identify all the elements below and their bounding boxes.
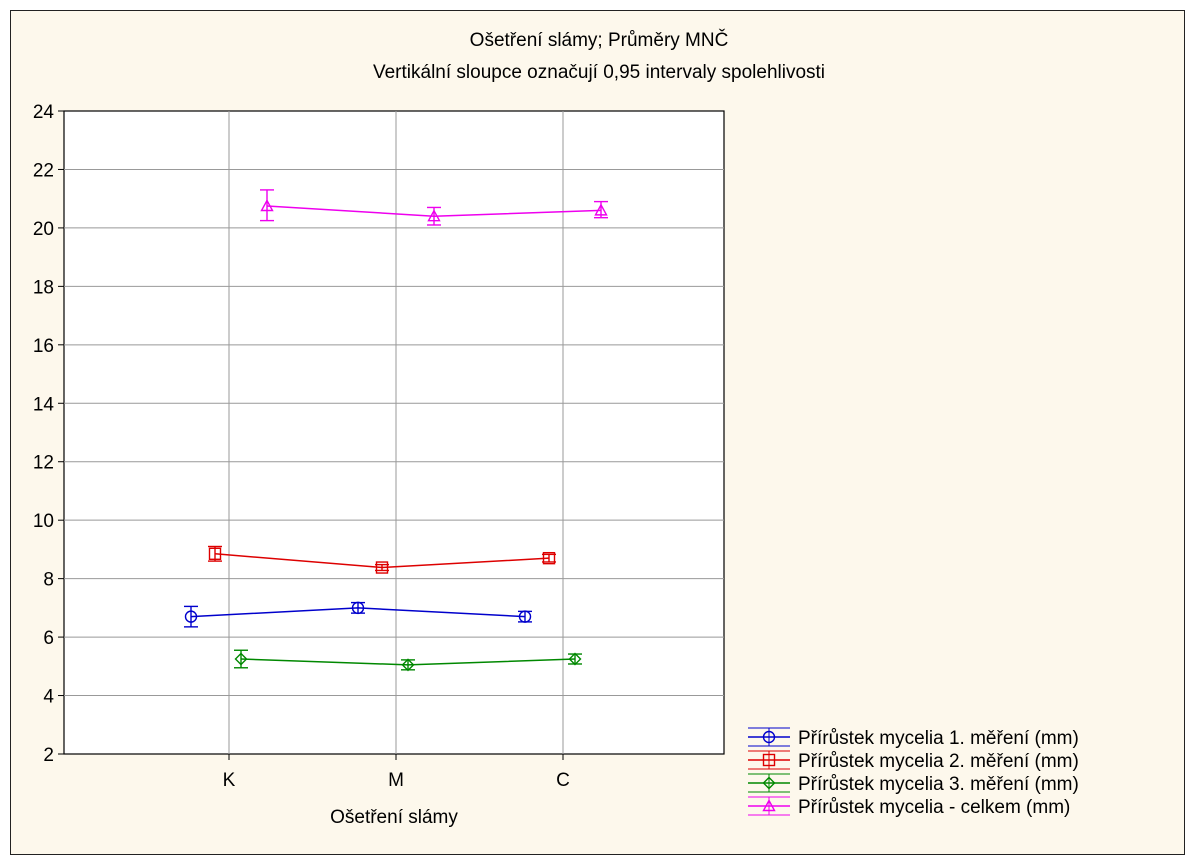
plot-area — [63, 110, 725, 755]
chart-svg: Ošetření slámy; Průměry MNČ Vertikální s… — [33, 29, 1079, 828]
legend-entry-2: Přírůstek mycelia 2. měření (mm) — [748, 750, 1079, 772]
y-tick-label: 22 — [33, 160, 54, 181]
data-point — [401, 658, 415, 672]
y-tick-label: 8 — [43, 570, 54, 591]
series-3 — [234, 649, 582, 672]
series-layer — [184, 189, 608, 672]
legend-entry-1: Přírůstek mycelia 1. měření (mm) — [748, 727, 1079, 749]
legend-marker — [762, 753, 776, 767]
y-tick-label: 14 — [33, 394, 55, 415]
y-tick-label: 2 — [43, 745, 54, 766]
grid-layer — [64, 111, 724, 754]
y-tick-label: 18 — [33, 277, 54, 298]
y-tick-label: 12 — [33, 453, 54, 474]
legend-entry-3: Přírůstek mycelia 3. měření (mm) — [748, 773, 1079, 795]
legend-label: Přírůstek mycelia - celkem (mm) — [798, 797, 1070, 818]
legend-label: Přírůstek mycelia 1. měření (mm) — [798, 728, 1079, 749]
data-point — [260, 199, 274, 212]
chart-subtitle: Vertikální sloupce označují 0,95 interva… — [373, 62, 825, 83]
data-point — [375, 561, 389, 574]
data-point — [427, 209, 441, 222]
data-point — [234, 652, 248, 666]
legend-marker — [762, 776, 776, 790]
legend-marker — [762, 799, 776, 812]
data-point — [594, 203, 608, 216]
data-point — [184, 610, 198, 623]
y-tick-label: 4 — [43, 687, 54, 708]
y-tick-label: 6 — [43, 628, 54, 649]
series-2 — [208, 545, 556, 574]
legend-marker — [762, 730, 776, 744]
y-tick-label: 20 — [33, 219, 54, 240]
data-point — [542, 551, 556, 565]
data-point — [351, 601, 365, 615]
x-tick-label: K — [223, 770, 236, 791]
legend-label: Přírůstek mycelia 2. měření (mm) — [798, 751, 1079, 772]
y-tick-label: 16 — [33, 336, 54, 357]
x-tick-label: M — [388, 770, 404, 791]
series-1 — [184, 601, 532, 628]
data-point — [208, 547, 222, 560]
y-tick-label: 10 — [33, 511, 54, 532]
data-point — [518, 610, 532, 623]
x-tick-label: C — [556, 770, 570, 791]
legend: Přírůstek mycelia 1. měření (mm)Přírůste… — [748, 727, 1079, 818]
y-tick-label: 24 — [33, 102, 55, 123]
legend-entry-4: Přírůstek mycelia - celkem (mm) — [748, 796, 1070, 818]
legend-label: Přírůstek mycelia 3. měření (mm) — [798, 774, 1079, 795]
series-4 — [260, 189, 608, 226]
data-point — [568, 652, 582, 666]
chart-title: Ošetření slámy; Průměry MNČ — [470, 29, 729, 51]
chart-frame: Ošetření slámy; Průměry MNČ Vertikální s… — [10, 10, 1185, 855]
x-axis-label: Ošetření slámy — [330, 807, 458, 828]
